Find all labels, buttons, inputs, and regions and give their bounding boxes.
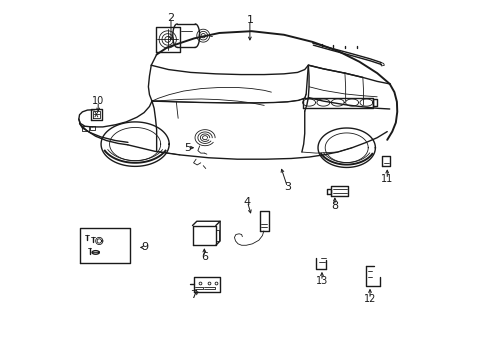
Text: 3: 3 — [284, 182, 290, 192]
Text: 7: 7 — [190, 291, 197, 301]
Text: 13: 13 — [315, 276, 327, 286]
Text: 2: 2 — [167, 13, 174, 23]
Text: 1: 1 — [246, 15, 253, 26]
Text: 12: 12 — [363, 294, 375, 304]
Text: 11: 11 — [380, 174, 392, 184]
Text: 5: 5 — [184, 143, 191, 153]
Text: 10: 10 — [92, 96, 104, 106]
Text: 9: 9 — [141, 242, 148, 252]
Text: 6: 6 — [201, 252, 207, 262]
Text: 4: 4 — [244, 197, 250, 207]
Text: 8: 8 — [331, 201, 338, 211]
